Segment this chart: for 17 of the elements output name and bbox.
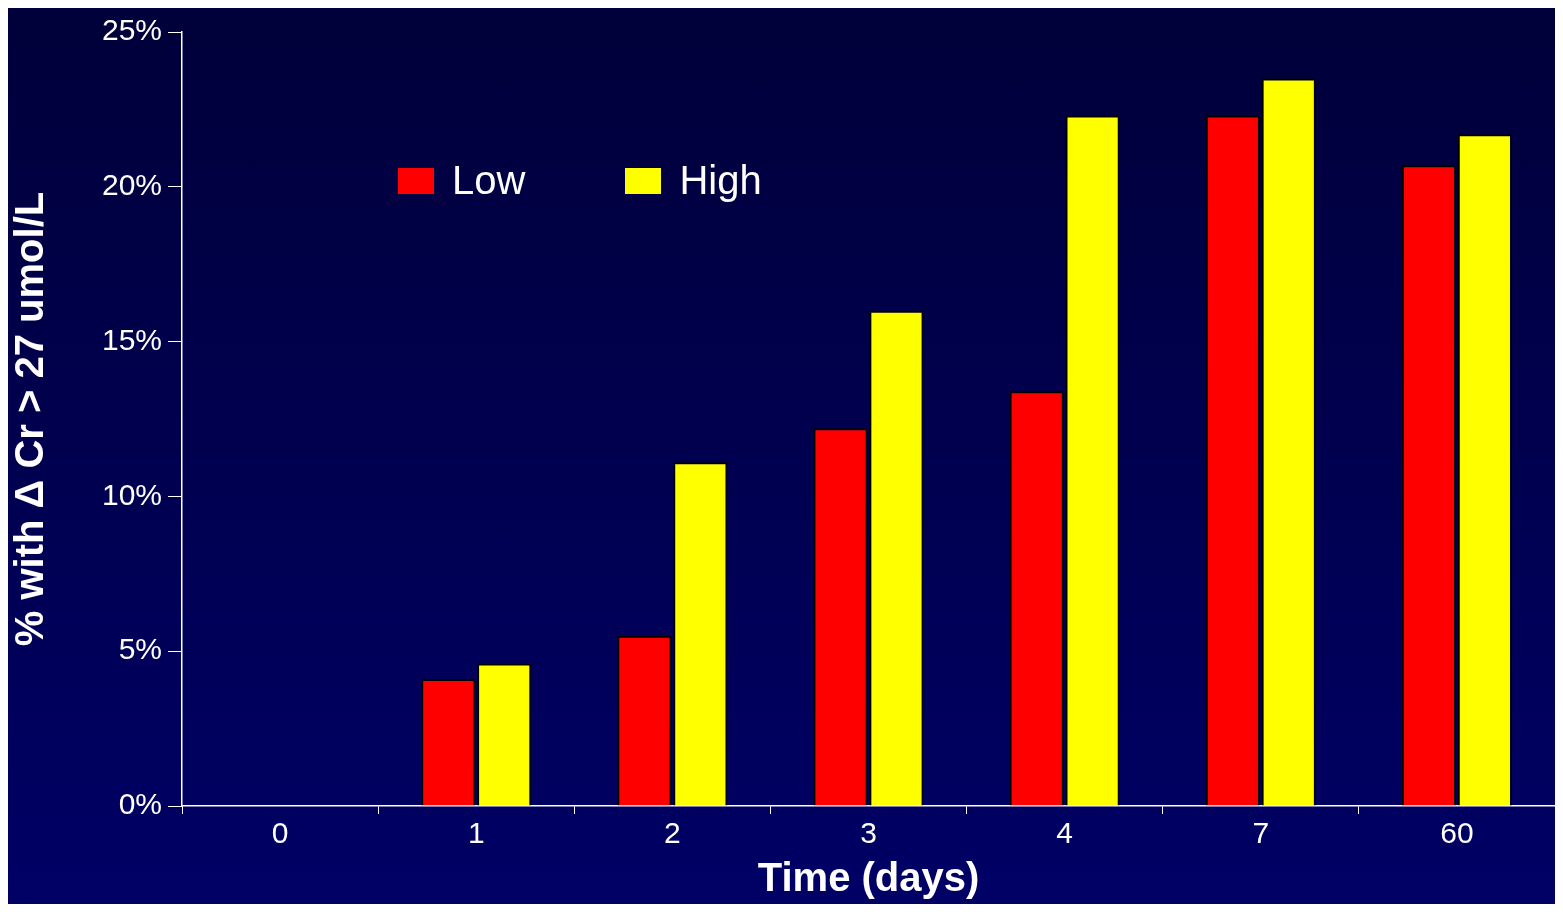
legend-label: Low (452, 158, 526, 203)
x-tick-label: 7 (1252, 816, 1270, 850)
y-tick-label: 10% (102, 477, 163, 511)
x-tick-label: 0 (271, 816, 289, 850)
legend-label: High (679, 158, 762, 203)
y-tick-label: 15% (102, 322, 163, 356)
y-tick-label: 5% (118, 632, 163, 666)
x-tick-label: 4 (1056, 816, 1073, 850)
y-tick-label: 0% (118, 787, 163, 821)
y-axis-title: % with Δ Cr > 27 umol/L (7, 191, 52, 647)
x-tick-label: 3 (860, 816, 877, 850)
y-tick-label: 25% (102, 13, 163, 47)
x-tick-label: 1 (467, 816, 485, 850)
x-tick-label: 2 (664, 816, 681, 850)
y-tick-label: 20% (102, 168, 163, 202)
x-axis-title: Time (days) (757, 855, 980, 900)
x-tick-label: 60 (1440, 816, 1474, 850)
